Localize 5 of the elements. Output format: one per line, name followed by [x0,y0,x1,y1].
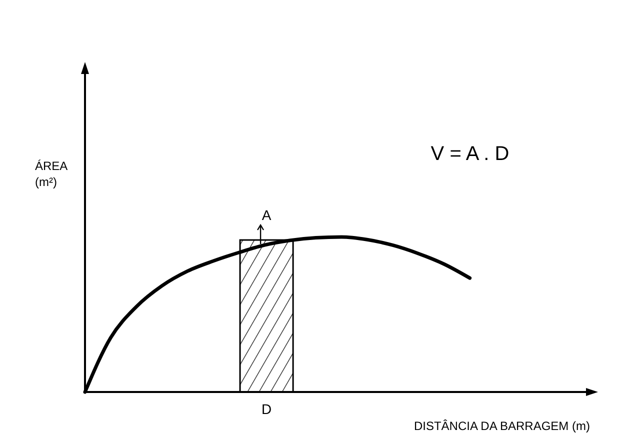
text: D [261,401,272,417]
y-axis-title: ÁREA (m²) [35,159,68,189]
x-axis-title: DISTÂNCIA DA BARRAGEM (m) [414,419,590,433]
text: V = A . D [430,143,510,165]
text: A [262,207,272,223]
